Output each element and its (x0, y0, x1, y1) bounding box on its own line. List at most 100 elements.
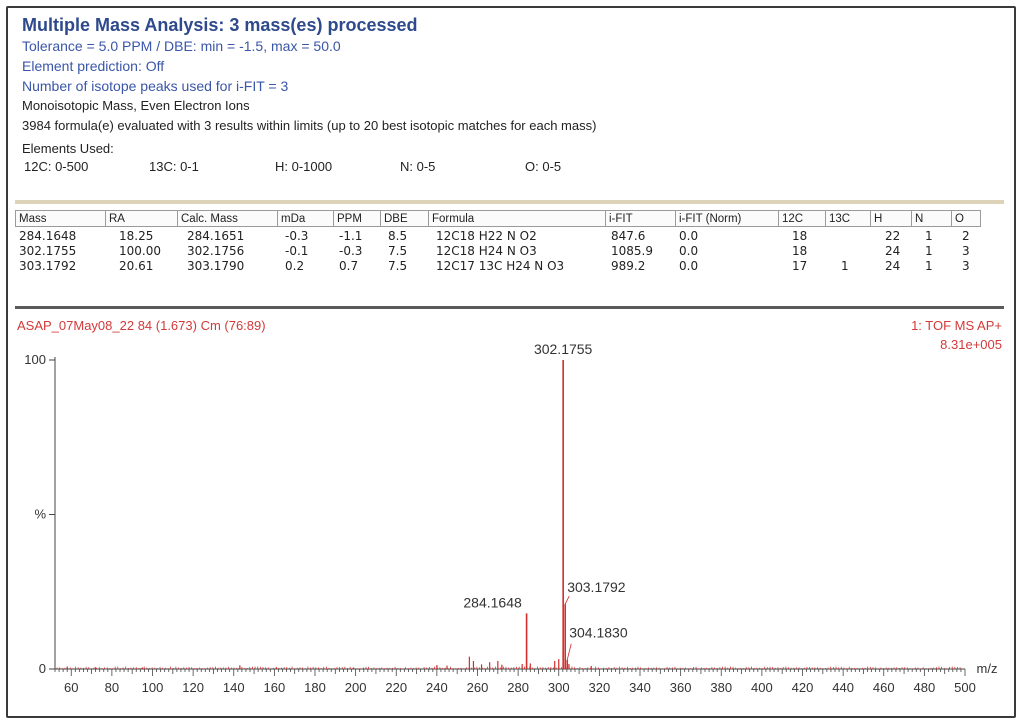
table-cell: 12C18 H24 N O3 (436, 244, 537, 258)
column-header[interactable]: RA (105, 210, 177, 227)
x-tick-label: 440 (832, 680, 854, 695)
peak-label: 284.1648 (463, 594, 522, 610)
element-12c: 12C: 0-500 (24, 159, 89, 174)
column-header[interactable]: i-FIT (605, 210, 675, 227)
table-cell: 1 (925, 229, 933, 243)
table-row[interactable]: 284.1648 18.25 284.1651 -0.3 -1.1 8.5 12C18 H2… (15, 229, 1004, 244)
y-tick-label: % (34, 507, 46, 522)
table-cell: 284.1651 (187, 229, 245, 243)
table-cell: 303.1790 (187, 259, 245, 273)
element-13c: 13C: 0-1 (149, 159, 199, 174)
x-tick-label: 500 (954, 680, 976, 695)
table-cell: 1 (925, 244, 933, 258)
x-tick-label: 480 (914, 680, 936, 695)
column-header[interactable]: 13C (825, 210, 870, 227)
table-cell: 989.2 (611, 259, 646, 273)
x-tick-label: 380 (710, 680, 732, 695)
elements-label: Elements Used: (22, 141, 114, 156)
evaluated-line: 3984 formula(e) evaluated with 3 results… (22, 118, 597, 133)
table-cell: 0.7 (339, 259, 359, 273)
table-cell: 0.0 (679, 244, 699, 258)
isotope-line: Number of isotope peaks used for i-FIT =… (22, 78, 289, 94)
report-header: Multiple Mass Analysis: 3 mass(es) proce… (22, 14, 1002, 179)
table-cell: 7.5 (388, 244, 408, 258)
table-cell: 7.5 (388, 259, 408, 273)
column-header[interactable]: Formula (428, 210, 605, 227)
table-cell: 12C18 H22 N O2 (436, 229, 537, 243)
table-cell: 22 (885, 229, 901, 243)
table-cell: 17 (792, 259, 808, 273)
elements-row: 12C: 0-500 13C: 0-1 H: 0-1000 N: 0-5 O: … (22, 159, 1002, 179)
column-header[interactable]: H (870, 210, 911, 227)
report-frame (6, 6, 1016, 718)
table-cell: -1.1 (339, 229, 363, 243)
column-header[interactable]: PPM (333, 210, 380, 227)
x-tick-label: 400 (751, 680, 773, 695)
table-cell: 18 (792, 244, 808, 258)
results-table: Mass RA Calc. Mass mDa PPM DBE Formula i-FIT i-F… (15, 200, 1004, 304)
peak-leader (566, 643, 572, 660)
column-header[interactable]: O (951, 210, 981, 227)
table-cell: 1 (841, 259, 849, 273)
x-tick-label: 120 (182, 680, 204, 695)
y-tick-label: 0 (39, 661, 46, 676)
sample-label: ASAP_07May08_22 84 (1.673) Cm (76:89) (17, 318, 266, 333)
x-tick-label: 160 (264, 680, 286, 695)
peak-label: 303.1792 (567, 579, 626, 595)
x-tick-label: 460 (873, 680, 895, 695)
y-tick-label: 100 (24, 352, 46, 367)
table-cell: 302.1755 (19, 244, 77, 258)
table-cell: -0.1 (285, 244, 309, 258)
column-header[interactable]: i-FIT (Norm) (675, 210, 778, 227)
column-header[interactable]: 12C (778, 210, 825, 227)
x-tick-label: 60 (64, 680, 78, 695)
table-row[interactable]: 303.1792 20.61 303.1790 0.2 0.7 7.5 12C17 13C … (15, 259, 1004, 274)
column-header[interactable]: DBE (380, 210, 428, 227)
table-cell: 0.0 (679, 259, 699, 273)
x-axis-label: m/z (977, 661, 998, 676)
element-o: O: 0-5 (525, 159, 562, 174)
column-header[interactable]: N (911, 210, 951, 227)
table-cell: 12C17 13C H24 N O3 (436, 259, 565, 273)
prediction-line: Element prediction: Off (22, 58, 165, 74)
x-tick-label: 260 (467, 680, 489, 695)
column-header[interactable]: mDa (277, 210, 333, 227)
table-header: Mass RA Calc. Mass mDa PPM DBE Formula i-FIT i-F… (15, 210, 1004, 228)
table-cell: 8.5 (388, 229, 408, 243)
table-cell: 1085.9 (611, 244, 653, 258)
table-cell: 284.1648 (19, 229, 77, 243)
table-row[interactable]: 302.1755 100.00 302.1756 -0.1 -0.3 7.5 12C18 H… (15, 244, 1004, 259)
column-header[interactable]: Mass (15, 210, 105, 227)
table-cell: -0.3 (285, 229, 309, 243)
peak-label: 304.1830 (569, 625, 628, 641)
x-tick-label: 80 (105, 680, 119, 695)
x-tick-label: 360 (670, 680, 692, 695)
report-title: Multiple Mass Analysis: 3 mass(es) proce… (22, 15, 418, 35)
section-divider (15, 306, 1004, 309)
element-h: H: 0-1000 (275, 159, 333, 174)
element-n: N: 0-5 (400, 159, 436, 174)
peak-leader (564, 595, 570, 605)
x-tick-label: 200 (345, 680, 367, 695)
table-cell: 2 (962, 229, 970, 243)
tolerance-line: Tolerance = 5.0 PPM / DBE: min = -1.5, m… (22, 38, 341, 54)
x-tick-label: 320 (589, 680, 611, 695)
table-cell: 20.61 (119, 259, 154, 273)
x-tick-label: 100 (142, 680, 164, 695)
x-tick-label: 420 (792, 680, 814, 695)
x-tick-label: 220 (385, 680, 407, 695)
x-tick-label: 340 (629, 680, 651, 695)
table-cell: 24 (885, 244, 901, 258)
x-tick-label: 280 (507, 680, 529, 695)
mode-line: Monoisotopic Mass, Even Electron Ions (22, 98, 250, 113)
table-cell: 18.25 (119, 229, 154, 243)
table-cell: 847.6 (611, 229, 646, 243)
table-cell: 302.1756 (187, 244, 245, 258)
x-tick-label: 140 (223, 680, 245, 695)
table-cell: 303.1792 (19, 259, 77, 273)
x-tick-label: 240 (426, 680, 448, 695)
column-header[interactable]: Calc. Mass (177, 210, 277, 227)
table-cell: 0.2 (285, 259, 305, 273)
table-cell: 18 (792, 229, 808, 243)
